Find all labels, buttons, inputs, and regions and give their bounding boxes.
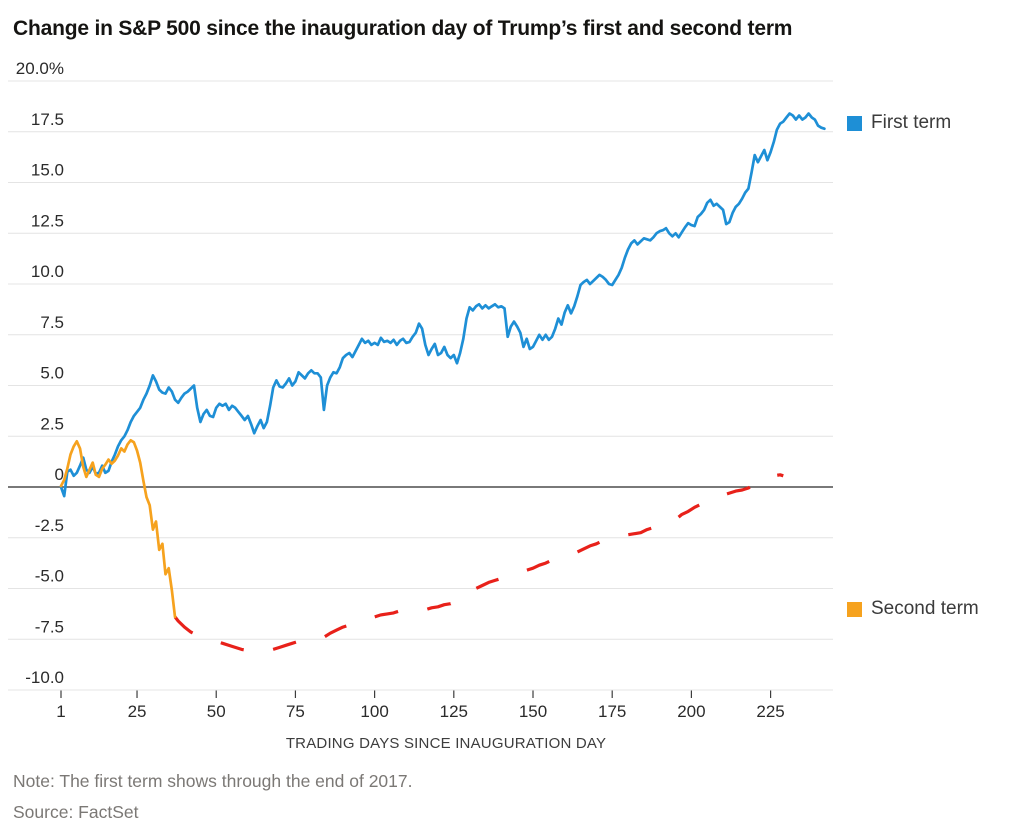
x-tick-label: 25 [128,702,147,721]
x-tick-label: 200 [677,702,705,721]
y-tick-label: 2.5 [40,414,64,433]
chart-title: Change in S&P 500 since the inauguration… [13,17,793,41]
y-tick-label: 7.5 [40,313,64,332]
legend-label-first-term: First term [871,112,952,133]
x-tick-label: 1 [56,702,65,721]
first-term-swatch-icon [847,115,862,131]
y-tick-label: -10.0 [25,668,64,687]
y-tick-label: -7.5 [35,617,64,636]
y-tick-label: 17.5 [31,110,64,129]
y-tick-label: -5.0 [35,567,64,586]
x-tick-label: 50 [207,702,226,721]
x-tick-label: 125 [440,702,468,721]
chart-plot-area: 20.0% 17.5 15.0 12.5 10.0 7.5 5.0 2.5 0 -2.5 -5.0 -… [8,59,833,752]
y-tick-label: 10.0 [31,262,64,281]
x-tick-label: 225 [756,702,784,721]
y-tick-label: 12.5 [31,211,64,230]
legend-label-second-term: Second term [871,598,979,619]
x-axis-title: TRADING DAYS SINCE INAUGURATION DAY [286,735,606,752]
chart-source: Source: FactSet [13,802,139,822]
x-tick-label: 75 [286,702,305,721]
first-term-line [59,112,826,498]
legend-item-second-term: Second term [847,598,979,620]
x-tick-label: 175 [598,702,626,721]
y-tick-label: -2.5 [35,516,64,535]
second-term-line [59,438,177,619]
x-tick-label: 100 [360,702,388,721]
second-term-dashed-line [173,473,784,655]
y-tick-label: 15.0 [31,161,64,180]
y-tick-label: 0 [55,465,64,484]
legend-item-first-term: First term [847,112,951,134]
y-tick-label: 20.0% [16,59,64,78]
second-term-swatch-icon [847,601,862,617]
chart-note: Note: The first term shows through the e… [13,771,413,791]
x-tick-label: 150 [519,702,547,721]
y-tick-label: 5.0 [40,364,64,383]
